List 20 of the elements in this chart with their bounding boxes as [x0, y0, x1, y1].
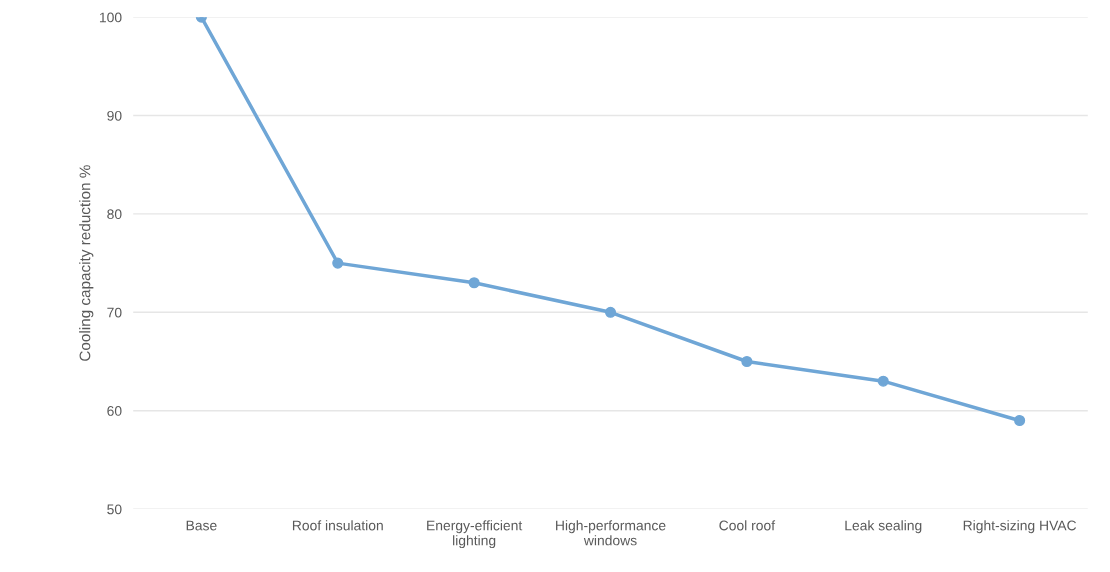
x-tick-label: Leak sealing: [845, 520, 922, 534]
y-tick-label: 70: [107, 307, 122, 318]
x-tick-label: Roof insulation: [292, 520, 383, 531]
point: [741, 355, 753, 368]
x-tick-label: Energy-efficient lighting: [427, 520, 523, 549]
y-tick-label: 50: [107, 504, 122, 515]
y-tick-label: 80: [107, 209, 122, 220]
x-tick-label: Base: [186, 520, 217, 531]
point: [468, 277, 480, 289]
y-axis-title: Cooling capacity reduction %: [79, 165, 94, 361]
x-tick-label: Right-sizing HVAC: [963, 520, 1077, 534]
point: [877, 375, 889, 387]
x-tick-label: Cool roof: [719, 520, 776, 531]
y-tick-label: 90: [107, 110, 122, 121]
point: [1014, 414, 1026, 427]
point: [332, 257, 344, 269]
x-tick-label: High-performance windows: [556, 520, 666, 546]
point: [604, 306, 617, 318]
y-tick-label: 60: [107, 406, 122, 416]
y-tick-label: 100: [99, 12, 122, 23]
